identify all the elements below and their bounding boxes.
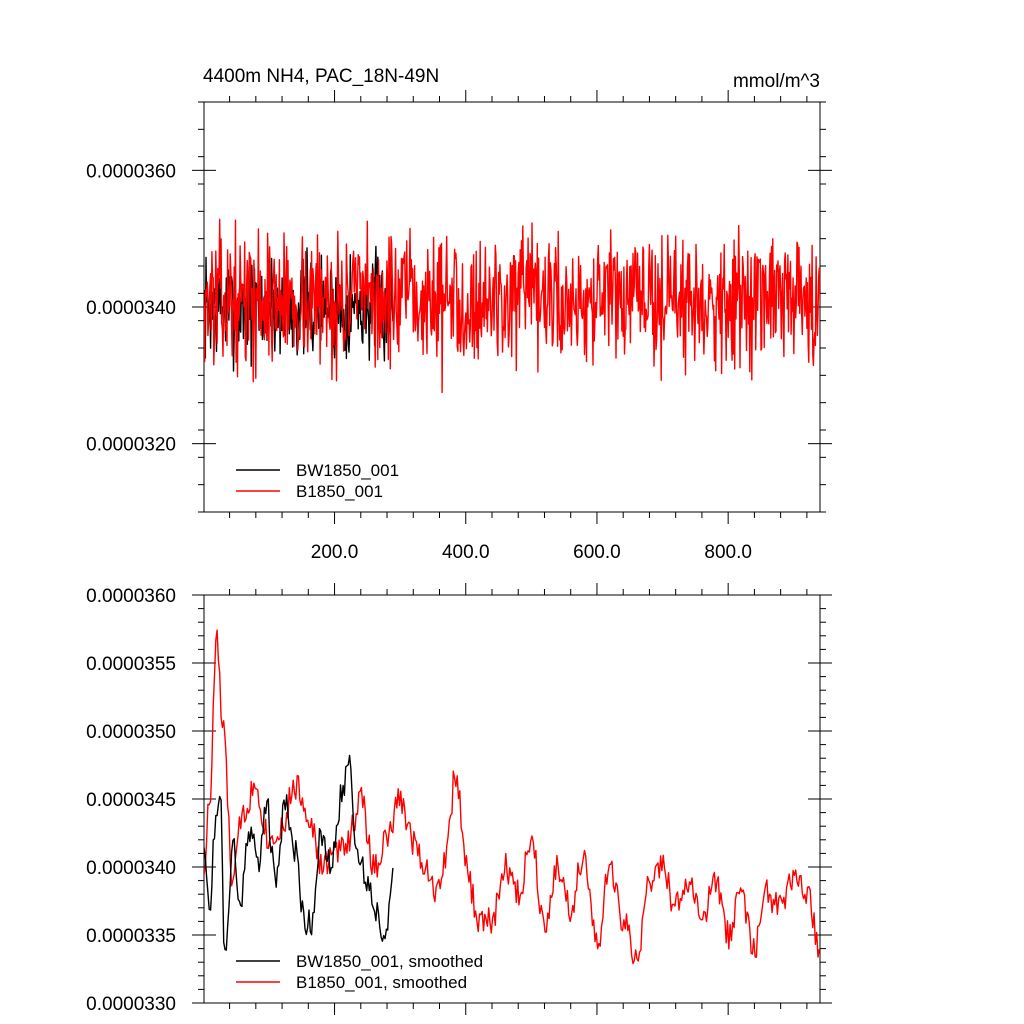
legend-label-bw1850-smoothed: BW1850_001, smoothed bbox=[296, 952, 483, 971]
y-tick-label: 0.0000330 bbox=[86, 994, 176, 1015]
legend-top: BW1850_001 B1850_001 bbox=[236, 461, 399, 501]
y-tick-label: 0.0000335 bbox=[86, 926, 176, 947]
tick-marks-top bbox=[192, 90, 832, 524]
x-tick-label: 600.0 bbox=[573, 542, 621, 563]
y-tick-label: 0.0000355 bbox=[86, 654, 176, 675]
series-line-b1850-001-smoothed bbox=[204, 629, 820, 965]
x-tick-label: 800.0 bbox=[704, 542, 752, 563]
x-tick-label: 200.0 bbox=[311, 542, 359, 563]
y-tick-label: 0.0000320 bbox=[86, 435, 176, 456]
y-tick-label: 0.0000340 bbox=[86, 298, 176, 319]
chart-title: 4400m NH4, PAC_18N-49N bbox=[203, 66, 439, 87]
series-group-bottom bbox=[204, 629, 820, 965]
y-tick-label: 0.0000360 bbox=[86, 586, 176, 607]
x-tick-label: 400.0 bbox=[442, 542, 490, 563]
legend-label-bw1850: BW1850_001 bbox=[296, 461, 399, 480]
series-line-bw1850-001-smoothed bbox=[204, 754, 394, 951]
y-tick-label: 0.0000340 bbox=[86, 858, 176, 879]
tick-marks-bottom bbox=[192, 583, 832, 1015]
y-tick-label: 0.0000360 bbox=[86, 161, 176, 182]
tick-labels-top: 0.0000320 0.0000340 0.0000360 200.0 400.0 600… bbox=[86, 161, 752, 563]
legend-label-b1850: B1850_001 bbox=[296, 482, 383, 501]
legend-label-b1850-smoothed: B1850_001, smoothed bbox=[296, 973, 467, 992]
units-label: mmol/m^3 bbox=[733, 71, 820, 92]
series-group-top bbox=[204, 218, 820, 394]
tick-labels-bottom: 0.0000330 0.0000335 0.0000340 0.0000345 0.00… bbox=[86, 586, 176, 1015]
legend-bottom: BW1850_001, smoothed B1850_001, smoothed bbox=[236, 952, 483, 992]
top-panel: 4400m NH4, PAC_18N-49N mmol/m^3 0.000032… bbox=[86, 66, 832, 563]
bottom-panel: 0.0000330 0.0000335 0.0000340 0.0000345 0.00… bbox=[86, 583, 832, 1015]
y-tick-label: 0.0000345 bbox=[86, 790, 176, 811]
series-line-b1850-001 bbox=[204, 218, 820, 394]
y-tick-label: 0.0000350 bbox=[86, 722, 176, 743]
